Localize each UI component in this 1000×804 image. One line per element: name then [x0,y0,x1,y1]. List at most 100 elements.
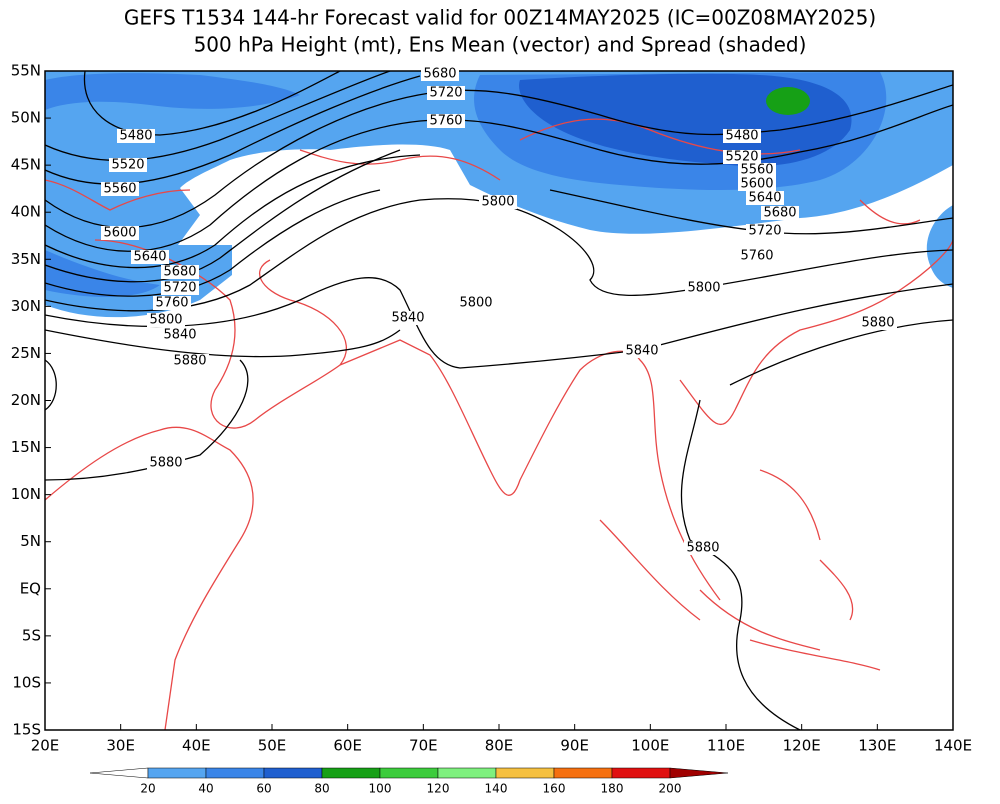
y-tick-label: 55N [11,62,41,80]
x-tick-label: 60E [333,737,362,755]
y-tick-label: 15N [11,438,41,456]
contour-label-bg [421,67,459,81]
contour-line [45,104,953,252]
contour-label-bg [738,249,776,263]
map-area [45,71,953,730]
contour-line [45,359,57,411]
contour-label-bg [427,114,465,128]
contour-label-bg [761,206,799,220]
contour-label-bg [101,182,139,196]
contour-line [45,277,953,369]
y-tick-label: 15S [12,721,41,739]
contour-label-bg [746,224,784,238]
y-tick-label: 20N [11,391,41,409]
colorbar-tick-label: 80 [314,782,329,796]
y-tick-label: EQ [20,579,41,597]
contour-label: 5880 [149,456,182,471]
x-tick-label: 30E [106,737,135,755]
contour-label: 5600 [740,177,773,192]
contour-line [45,75,421,185]
y-tick-label: 25N [11,344,41,362]
contour-line [45,154,421,269]
contour-label-bg [117,129,155,143]
colorbar-tick-label: 200 [659,782,682,796]
contour-label-bg [153,296,191,310]
contour-label: 5880 [861,316,894,331]
contour-label: 5520 [111,158,144,173]
colorbar-swatch [553,767,613,779]
contour-line [45,189,381,297]
colorbar-swatch [147,767,207,779]
contour-label: 5800 [459,296,492,311]
x-tick-label: 90E [560,737,589,755]
colorbar-tick-label: 180 [601,782,624,796]
contour-label: 5640 [748,191,781,206]
y-tick-label: 10N [11,485,41,503]
x-tick-label: 20E [31,737,60,755]
x-tick-label: 50E [258,737,287,755]
contour-label-bg [161,265,199,279]
x-tick-label: 100E [631,737,669,755]
colorbar-under [89,767,149,779]
contour-label: 5640 [133,250,166,265]
contour-label: 5880 [686,541,719,556]
contour-label-bg [859,316,897,330]
contour-label: 5520 [725,150,758,165]
x-tick-label: 80E [485,737,514,755]
y-tick-label: 50N [11,109,41,127]
contour-label-bg [161,328,199,342]
title-line1: GEFS T1534 144-hr Forecast valid for 00Z… [124,6,876,30]
colorbar-swatch [379,767,439,779]
contour-label-bg [131,250,169,264]
colorbar-swatch [437,767,497,779]
x-tick-label: 70E [409,737,438,755]
contour-label-bg [457,296,495,310]
y-tick-label: 45N [11,156,41,174]
contour-label: 5760 [155,296,188,311]
spread-shade [766,87,810,115]
contour-label-bg [723,150,761,164]
contour-label-bg [685,281,723,295]
contour-label-bg [684,541,722,555]
contour-label: 5480 [725,129,758,144]
colorbar-over [669,767,729,779]
contour-line [83,71,341,136]
contour-line [45,84,953,229]
y-tick-label: 5S [22,626,41,644]
contour-label-bg [109,158,147,172]
colorbar-tick-label: 60 [256,782,271,796]
colorbar-tick-label: 20 [140,782,155,796]
colorbar-tick-label: 40 [198,782,213,796]
colorbar-swatch [495,767,555,779]
x-tick-label: 140E [934,737,972,755]
y-tick-label: 10S [12,673,41,691]
contour-label: 5680 [763,206,796,221]
contour-label: 5560 [740,163,773,178]
colorbar-swatch [205,767,265,779]
contour-label: 5800 [687,281,720,296]
contour-label-bg [746,191,784,205]
contour-label: 5800 [481,195,514,210]
contour-label-bg [147,456,185,470]
contour-label: 5840 [625,344,658,359]
contour-label: 5680 [163,265,196,280]
contour-label-bg [723,129,761,143]
contour-label-bg [147,313,185,327]
contour-label: 5880 [173,354,206,369]
contour-label-bg [171,354,209,368]
title-line2: 500 hPa Height (mt), Ens Mean (vector) a… [194,33,807,57]
colorbar-tick-label: 120 [427,782,450,796]
contour-label: 5720 [163,281,196,296]
coastline [45,118,953,730]
contour-line [45,71,391,162]
contour-label: 5480 [119,129,152,144]
colorbar-swatch [263,767,323,779]
contour-label-bg [738,177,776,191]
y-tick-label: 5N [20,532,41,550]
colorbar-swatch [611,767,671,779]
contour-line [45,319,953,730]
contour-line [45,198,953,312]
contour-label: 5600 [103,226,136,241]
x-tick-label: 130E [858,737,896,755]
